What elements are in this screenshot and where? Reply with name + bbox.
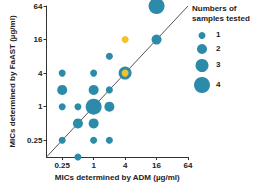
svg-text:64: 64 [34,2,43,11]
svg-text:Numbers of: Numbers of [192,4,237,13]
svg-text:0.25: 0.25 [54,161,70,170]
svg-text:4: 4 [123,161,128,170]
svg-text:MICs determined by ADM (µg/ml): MICs determined by ADM (µg/ml) [55,173,180,182]
svg-text:16: 16 [152,161,161,170]
svg-text:1: 1 [216,30,221,39]
svg-text:16: 16 [34,35,43,44]
svg-text:3: 3 [216,60,221,69]
svg-text:0.25: 0.25 [27,136,43,145]
svg-text:64: 64 [184,161,193,170]
svg-text:4: 4 [38,69,43,78]
svg-text:4: 4 [216,80,221,89]
svg-text:samples tested: samples tested [192,14,250,23]
svg-text:1: 1 [38,102,43,111]
svg-text:MICs determined by FaAST (µg/m: MICs determined by FaAST (µg/ml) [8,15,17,148]
svg-text:2: 2 [216,44,221,53]
svg-text:1: 1 [91,161,96,170]
